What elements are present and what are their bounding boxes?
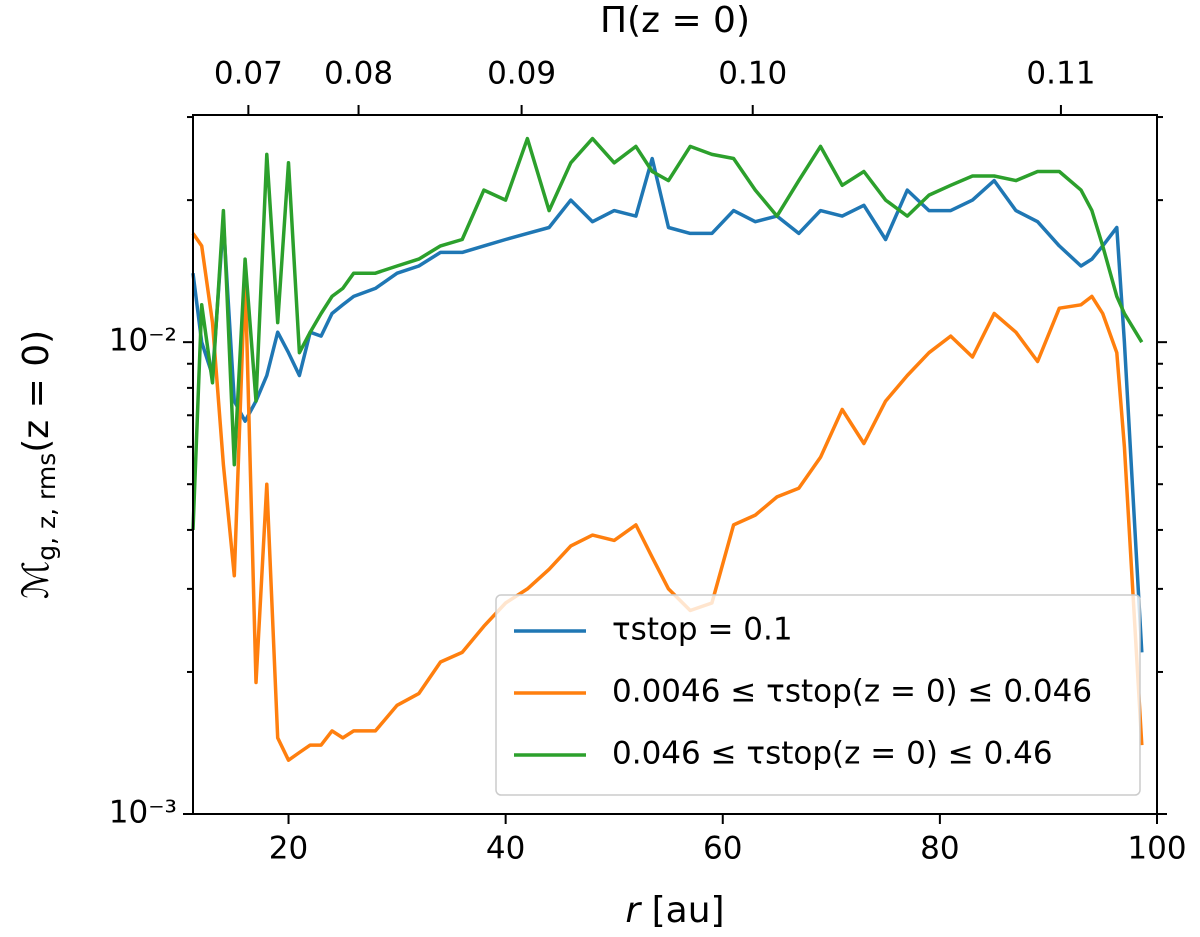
x2-tick-label: 0.10	[718, 56, 787, 92]
x2-tick-label: 0.11	[1026, 56, 1095, 92]
x2-tick-label: 0.07	[214, 56, 283, 92]
top-axis-label: Π(z = 0)	[600, 0, 750, 41]
legend-label: τstop = 0.1	[612, 612, 793, 648]
x-tick-label: 20	[269, 831, 308, 867]
y-tick-label: 10⁻³	[109, 795, 177, 831]
x-tick-label: 60	[703, 831, 742, 867]
x2-tick-label: 0.09	[487, 56, 556, 92]
y-axis-suffix: (z = 0)	[16, 330, 57, 453]
x-tick-label: 100	[1127, 831, 1186, 867]
legend-box	[495, 594, 1141, 796]
plot-frame	[192, 114, 1158, 815]
y-axis-label: ℳg, z, rms(z = 0)	[16, 330, 61, 599]
y-axis-subscript: g, z, rms	[32, 453, 61, 561]
series-line	[191, 232, 1144, 762]
legend-label: 0.0046 ≤ τstop(z = 0) ≤ 0.046	[612, 674, 1092, 710]
x2-tick-label: 0.08	[324, 56, 393, 92]
x-axis-label: r [au]	[625, 890, 724, 931]
x-tick-label: 80	[920, 831, 959, 867]
y-axis-symbol: ℳ	[16, 561, 57, 600]
x-tick-label: 40	[486, 831, 525, 867]
y-tick-label: 10⁻²	[109, 323, 177, 359]
series-line	[191, 156, 1144, 653]
legend-label: 0.046 ≤ τstop(z = 0) ≤ 0.46	[612, 736, 1053, 772]
series-line	[191, 136, 1144, 530]
x-axis-symbol: r	[625, 890, 642, 931]
x-axis-unit: [au]	[640, 890, 724, 931]
